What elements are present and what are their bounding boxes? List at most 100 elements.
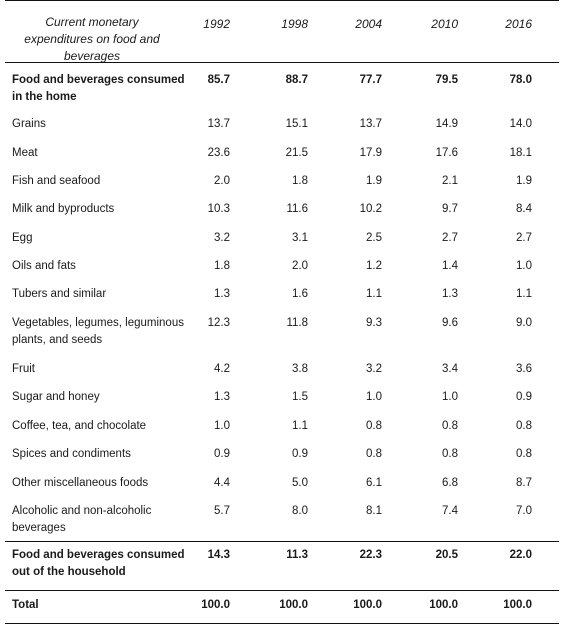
row-value: 0.8 xyxy=(516,420,532,432)
table-header: Current monetary expenditures on food an… xyxy=(0,0,564,63)
row-value: 1.1 xyxy=(292,420,308,432)
row-label: Sugar and honey xyxy=(12,391,100,403)
row-value: 1.4 xyxy=(442,260,458,272)
row-value: 7.0 xyxy=(516,505,532,517)
row-value: 0.8 xyxy=(366,420,382,432)
header-rule xyxy=(5,62,559,63)
row-value: 13.7 xyxy=(207,118,230,130)
row-value: 23.6 xyxy=(207,147,230,159)
row-label: Food and beverages consumed in the home xyxy=(12,74,185,103)
row-value: 3.8 xyxy=(292,363,308,375)
row-label: Oils and fats xyxy=(12,260,76,272)
row-value: 8.4 xyxy=(516,203,532,215)
row-value: 100.0 xyxy=(503,599,532,611)
row-value: 11.8 xyxy=(286,317,308,329)
row-label: Fruit xyxy=(12,363,35,375)
row-value: 1.9 xyxy=(516,175,532,187)
row-label: Tubers and similar xyxy=(12,288,107,300)
header-year: 2010 xyxy=(431,17,458,31)
row-value: 11.6 xyxy=(286,203,308,215)
row-value: 8.1 xyxy=(366,505,382,517)
row-value: 10.2 xyxy=(359,203,382,215)
header-label: Current monetary expenditures on food an… xyxy=(24,15,160,63)
row-value: 77.7 xyxy=(359,74,382,86)
row-value: 2.7 xyxy=(442,232,458,244)
row-value: 3.2 xyxy=(366,363,382,375)
row-value: 3.4 xyxy=(442,363,458,375)
row-value: 10.3 xyxy=(207,203,230,215)
row-value: 100.0 xyxy=(279,599,308,611)
row-value: 5.7 xyxy=(214,505,230,517)
row-value: 1.0 xyxy=(442,391,458,403)
row-value: 1.8 xyxy=(214,260,230,272)
row-value: 1.9 xyxy=(366,175,382,187)
row-value: 1.3 xyxy=(442,288,458,300)
row-value: 1.0 xyxy=(366,391,382,403)
row-value: 0.8 xyxy=(366,448,382,460)
row-value: 2.5 xyxy=(366,232,382,244)
row-label: Other miscellaneous foods xyxy=(12,477,149,489)
row-label: Vegetables, legumes, leguminous plants, … xyxy=(12,317,184,346)
row-value: 1.8 xyxy=(292,175,308,187)
row-value: 12.3 xyxy=(207,317,230,329)
row-value: 4.4 xyxy=(214,477,230,489)
row-value: 14.0 xyxy=(509,118,532,130)
row-value: 5.0 xyxy=(292,477,308,489)
row-value: 3.1 xyxy=(292,232,308,244)
row-value: 1.3 xyxy=(214,391,230,403)
row-value: 8.7 xyxy=(516,477,532,489)
row-label: Food and beverages consumed out of the h… xyxy=(12,549,185,578)
row-value: 0.8 xyxy=(442,448,458,460)
row-value: 1.6 xyxy=(292,288,308,300)
row-value: 2.0 xyxy=(292,260,308,272)
row-value: 14.3 xyxy=(207,549,230,561)
row-value: 22.0 xyxy=(509,549,532,561)
row-value: 100.0 xyxy=(429,599,458,611)
row-value: 13.7 xyxy=(359,118,382,130)
row-value: 100.0 xyxy=(353,599,382,611)
row-value: 8.0 xyxy=(292,505,308,517)
row-value: 9.6 xyxy=(442,317,458,329)
row-value: 100.0 xyxy=(201,599,230,611)
header-year: 2016 xyxy=(505,17,532,31)
row-value: 3.2 xyxy=(214,232,230,244)
row-value: 14.9 xyxy=(435,118,458,130)
row-value: 7.4 xyxy=(442,505,458,517)
row-value: 88.7 xyxy=(285,74,308,86)
row-value: 85.7 xyxy=(207,74,230,86)
row-value: 20.5 xyxy=(435,549,458,561)
row-value: 17.6 xyxy=(435,147,458,159)
row-value: 21.5 xyxy=(285,147,308,159)
row-label: Egg xyxy=(12,232,33,244)
row-value: 17.9 xyxy=(359,147,382,159)
row-value: 9.7 xyxy=(442,203,458,215)
row-value: 4.2 xyxy=(214,363,230,375)
row-value: 9.0 xyxy=(516,317,532,329)
row-value: 0.9 xyxy=(214,448,230,460)
row-value: 2.7 xyxy=(516,232,532,244)
row-value: 6.1 xyxy=(366,477,382,489)
row-label: Coffee, tea, and chocolate xyxy=(12,420,147,432)
row-value: 2.1 xyxy=(442,175,458,187)
row-value: 22.3 xyxy=(359,549,382,561)
row-value: 1.1 xyxy=(366,288,382,300)
row-label: Meat xyxy=(12,147,38,159)
row-value: 2.0 xyxy=(214,175,230,187)
row-value: 6.8 xyxy=(442,477,458,489)
row-value: 78.0 xyxy=(509,74,532,86)
header-year: 1992 xyxy=(203,17,230,31)
row-value: 0.8 xyxy=(442,420,458,432)
row-value: 1.2 xyxy=(366,260,382,272)
header-year: 2004 xyxy=(355,17,382,31)
row-label: Total xyxy=(12,599,39,611)
row-value: 1.3 xyxy=(214,288,230,300)
row-label: Milk and byproducts xyxy=(12,203,115,215)
section-rule xyxy=(5,541,559,542)
row-label: Alcoholic and non-alcoholic beverages xyxy=(12,505,152,534)
table-top-rule xyxy=(5,0,559,1)
row-value: 18.1 xyxy=(509,147,532,159)
row-value: 15.1 xyxy=(285,118,308,130)
row-value: 0.9 xyxy=(516,391,532,403)
row-value: 0.8 xyxy=(516,448,532,460)
